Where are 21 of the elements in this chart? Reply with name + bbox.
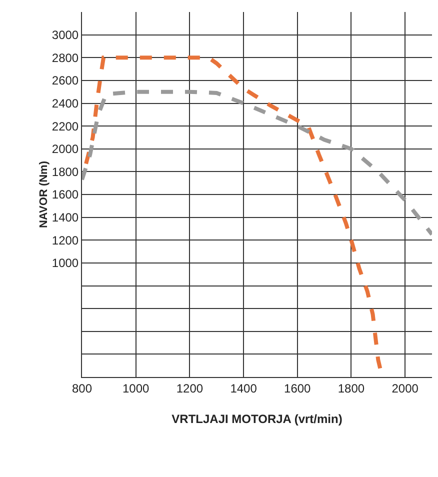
y-tick-label: 2000 <box>52 142 79 156</box>
y-tick-label: 2600 <box>52 74 79 88</box>
line-series <box>82 90 432 236</box>
x-tick-label: 2000 <box>392 381 419 396</box>
y-tick-label: 2200 <box>52 119 79 134</box>
y-tick-label: 2800 <box>52 50 79 65</box>
x-tick-label: 1400 <box>230 381 258 396</box>
y-tick-label: 1000 <box>52 256 79 270</box>
y-tick-label: 3000 <box>52 28 79 42</box>
x-tick-label: 1800 <box>338 381 365 396</box>
y-tick-label: 2400 <box>52 96 79 110</box>
y-tick-label: 1800 <box>52 164 79 179</box>
y-axis-title: NAVOR (Nm) <box>38 160 50 228</box>
x-tick-label: 1200 <box>176 381 204 396</box>
y-tick-label: 1600 <box>52 188 79 202</box>
x-tick-label: 1000 <box>122 381 150 396</box>
y-tick-label: 1400 <box>52 210 79 225</box>
y-tick-label: 1200 <box>52 233 79 248</box>
x-axis-title: VRTLJAJI MOTORJA (vrt/min) <box>172 412 342 426</box>
x-tick-label: 800 <box>72 381 92 396</box>
x-tick-label: 1600 <box>284 381 312 396</box>
